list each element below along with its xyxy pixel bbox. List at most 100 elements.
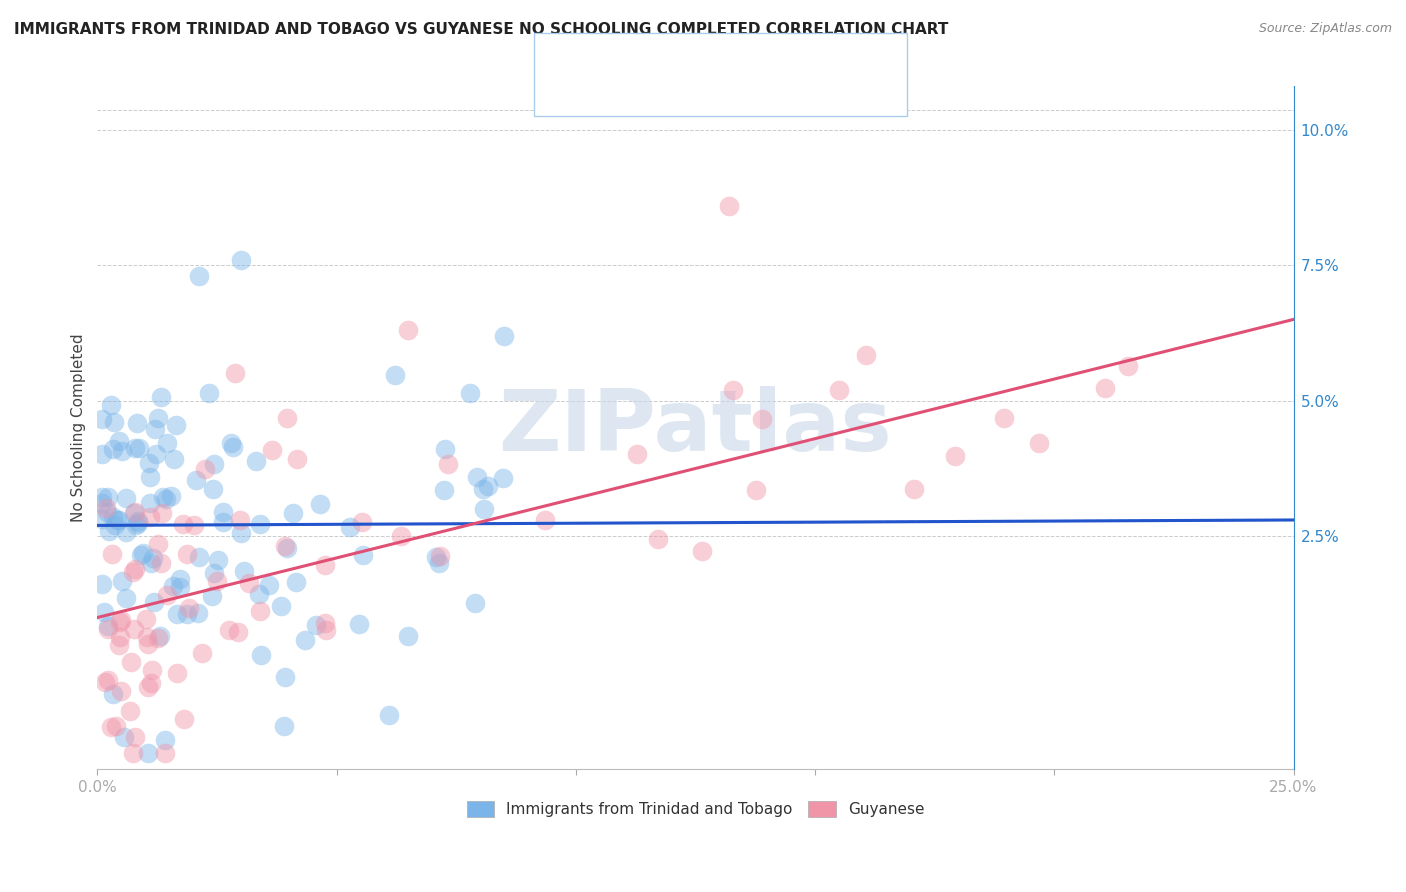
- Point: [120, 704, 142, 718]
- Point: [474, 502, 496, 516]
- Text: N =: N =: [669, 46, 713, 62]
- Point: [245, 454, 267, 468]
- Point: [249, 603, 271, 617]
- Point: [1116, 359, 1139, 373]
- Point: [339, 520, 361, 534]
- Point: [492, 328, 515, 343]
- Point: [107, 638, 129, 652]
- Point: [232, 564, 254, 578]
- Point: [139, 510, 162, 524]
- Point: [458, 385, 481, 400]
- Point: [436, 457, 458, 471]
- Point: [139, 557, 162, 571]
- Point: [314, 558, 336, 572]
- Point: [294, 633, 316, 648]
- Text: R =: R =: [588, 81, 621, 96]
- Point: [723, 383, 745, 397]
- Point: [186, 606, 208, 620]
- Point: [434, 442, 457, 456]
- Point: [91, 576, 114, 591]
- Point: [207, 553, 229, 567]
- Point: [347, 616, 370, 631]
- Point: [94, 675, 117, 690]
- Point: [465, 470, 488, 484]
- Point: [184, 473, 207, 487]
- Text: N =: N =: [669, 81, 713, 96]
- Point: [828, 383, 851, 397]
- Point: [156, 436, 179, 450]
- Point: [124, 622, 146, 636]
- Point: [101, 687, 124, 701]
- Point: [138, 680, 160, 694]
- Point: [91, 512, 114, 526]
- Point: [135, 613, 157, 627]
- Point: [855, 348, 877, 362]
- Point: [626, 447, 648, 461]
- Point: [477, 479, 499, 493]
- Point: [270, 599, 292, 614]
- Point: [98, 524, 121, 538]
- Point: [146, 537, 169, 551]
- Point: [281, 507, 304, 521]
- Point: [202, 482, 225, 496]
- Text: 0.510: 0.510: [621, 81, 669, 96]
- Point: [139, 496, 162, 510]
- Text: 76: 76: [704, 81, 731, 96]
- Point: [429, 549, 451, 563]
- Text: IMMIGRANTS FROM TRINIDAD AND TOBAGO VS GUYANESE NO SCHOOLING COMPLETED CORRELATI: IMMIGRANTS FROM TRINIDAD AND TOBAGO VS G…: [14, 22, 949, 37]
- Point: [205, 574, 228, 588]
- Point: [273, 719, 295, 733]
- Point: [142, 550, 165, 565]
- Point: [188, 549, 211, 564]
- Point: [111, 443, 134, 458]
- Point: [149, 629, 172, 643]
- Point: [187, 268, 209, 283]
- Point: [224, 367, 246, 381]
- Point: [131, 548, 153, 562]
- Point: [127, 516, 149, 531]
- Point: [149, 390, 172, 404]
- Point: [122, 566, 145, 580]
- Point: [229, 525, 252, 540]
- Point: [198, 386, 221, 401]
- Point: [378, 708, 401, 723]
- Text: Source: ZipAtlas.com: Source: ZipAtlas.com: [1258, 22, 1392, 36]
- Point: [146, 631, 169, 645]
- Point: [91, 447, 114, 461]
- Point: [91, 496, 114, 510]
- Point: [122, 506, 145, 520]
- Point: [112, 730, 135, 744]
- Point: [308, 497, 330, 511]
- Point: [136, 746, 159, 760]
- Point: [433, 483, 456, 497]
- Point: [110, 683, 132, 698]
- Point: [166, 607, 188, 621]
- Point: [228, 513, 250, 527]
- Point: [124, 441, 146, 455]
- Point: [149, 556, 172, 570]
- Point: [903, 483, 925, 497]
- Point: [183, 518, 205, 533]
- Point: [194, 461, 217, 475]
- Legend: Immigrants from Trinidad and Tobago, Guyanese: Immigrants from Trinidad and Tobago, Guy…: [461, 795, 931, 823]
- Point: [229, 252, 252, 267]
- Point: [104, 517, 127, 532]
- Point: [471, 482, 494, 496]
- Point: [396, 628, 419, 642]
- Point: [101, 547, 124, 561]
- Point: [120, 655, 142, 669]
- Point: [162, 579, 184, 593]
- Text: 0.009: 0.009: [621, 46, 669, 62]
- Point: [201, 589, 224, 603]
- Point: [108, 615, 131, 630]
- Point: [96, 505, 118, 519]
- Point: [222, 440, 245, 454]
- Point: [751, 411, 773, 425]
- Point: [352, 516, 374, 530]
- Point: [389, 529, 412, 543]
- Point: [464, 596, 486, 610]
- Point: [212, 516, 235, 530]
- Point: [122, 746, 145, 760]
- Point: [148, 410, 170, 425]
- Point: [91, 491, 114, 505]
